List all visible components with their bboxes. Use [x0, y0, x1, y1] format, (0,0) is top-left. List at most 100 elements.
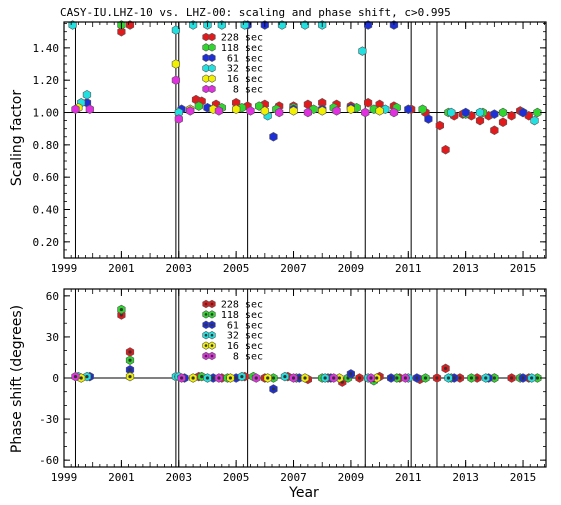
data-point-core	[128, 368, 132, 372]
data-point-core	[403, 376, 408, 380]
data-point	[300, 20, 310, 30]
data-point-core	[458, 376, 462, 380]
legend-label: 8 sec	[233, 85, 263, 96]
data-point-core	[332, 376, 336, 380]
data-point-core	[128, 358, 132, 362]
y-tick-label: 0.20	[33, 236, 60, 249]
legend-label: 228 sec	[221, 300, 263, 311]
data-point-core	[530, 376, 534, 380]
data-point-core	[389, 376, 393, 380]
data-point	[346, 104, 356, 115]
x-tick-label: 2011	[395, 471, 422, 484]
data-point-core	[509, 376, 514, 380]
year-axis-label: Year	[288, 485, 319, 501]
data-point-core	[200, 375, 204, 379]
y-tick-label: 0.60	[33, 171, 60, 184]
data-point	[303, 107, 313, 118]
legend-marker-core	[210, 333, 214, 337]
legend-label: 118 sec	[221, 43, 263, 54]
x-tick-label: 2013	[452, 262, 479, 275]
data-point	[71, 104, 80, 115]
data-point	[389, 107, 399, 118]
data-point-core	[395, 376, 399, 380]
data-point	[332, 106, 341, 116]
scaling-factor-panel: 0.20 0.40 0.60 0.80 1.00 1.20 1.40 1999 2001 2003…	[33, 20, 547, 275]
legend-marker	[202, 84, 210, 94]
legend-marker	[202, 53, 210, 62]
y-tick-label: 60	[46, 290, 59, 303]
data-point-core	[291, 376, 296, 380]
data-point	[186, 106, 195, 116]
y-tick-label: 0.80	[33, 139, 60, 152]
x-tick-label: 2013	[452, 471, 479, 484]
data-point	[171, 59, 180, 69]
data-point-core	[254, 376, 258, 380]
data-point-core	[85, 375, 89, 379]
data-point-core	[119, 307, 123, 312]
legend-label: 61 sec	[227, 53, 263, 64]
data-point-core	[283, 375, 287, 379]
data-point-core	[446, 376, 451, 380]
data-point	[240, 20, 249, 30]
data-point	[424, 114, 433, 124]
data-point	[475, 107, 485, 118]
legend-label: 228 sec	[221, 33, 263, 44]
y-tick-label: 1.00	[33, 107, 60, 120]
data-point-core	[469, 376, 474, 380]
legend-label: 16 sec	[227, 341, 263, 352]
data-point-core	[369, 376, 373, 380]
legend-marker	[202, 43, 210, 52]
data-point-core	[271, 387, 276, 391]
x-tick-label: 1999	[51, 471, 78, 484]
data-point	[361, 107, 370, 118]
data-point-core	[349, 372, 353, 376]
data-point	[68, 20, 77, 30]
data-point	[171, 75, 180, 85]
data-point-core	[234, 376, 238, 380]
plot-frame	[63, 21, 547, 259]
data-point	[490, 125, 499, 136]
data-point-core	[79, 376, 83, 380]
data-point	[255, 101, 264, 111]
data-point	[441, 144, 450, 155]
data-point-core	[443, 366, 448, 371]
data-point	[498, 107, 508, 118]
data-point-core	[128, 375, 132, 379]
data-point-core	[452, 376, 456, 380]
data-point-core	[535, 376, 539, 380]
legend-marker-core	[204, 302, 208, 306]
data-point	[85, 104, 94, 115]
legend-marker	[208, 32, 216, 42]
x-tick-label: 2005	[223, 262, 250, 275]
x-tick-label: 2005	[223, 471, 250, 484]
legend-marker-core	[204, 333, 208, 337]
data-point-core	[73, 375, 78, 379]
data-point-core	[205, 376, 210, 380]
data-point	[246, 106, 255, 116]
data-point	[117, 26, 126, 37]
y-tick-label: -30	[39, 413, 59, 426]
legend-marker-core	[210, 323, 214, 327]
data-point-core	[271, 376, 276, 380]
data-point-core	[484, 376, 488, 380]
legend-marker	[202, 64, 210, 73]
data-point	[507, 111, 516, 121]
x-tick-label: 2007	[280, 262, 307, 275]
data-point	[518, 107, 528, 118]
data-point	[447, 107, 456, 118]
x-tick-label: 2003	[166, 471, 193, 484]
legend-marker	[208, 43, 216, 52]
data-point	[232, 104, 241, 115]
data-point-core	[435, 376, 439, 380]
data-point	[435, 120, 445, 131]
legend-marker	[208, 84, 216, 94]
legend-marker-core	[204, 313, 208, 316]
data-point	[363, 98, 373, 108]
data-point	[475, 115, 485, 126]
chart-title: CASY-IU.LHZ-10 vs. LHZ-00: scaling and p…	[60, 6, 451, 19]
legend-label: 8 sec	[233, 352, 263, 363]
data-point-core	[521, 376, 525, 380]
y-tick-label: 1.20	[33, 74, 60, 87]
data-point-core	[297, 376, 301, 380]
